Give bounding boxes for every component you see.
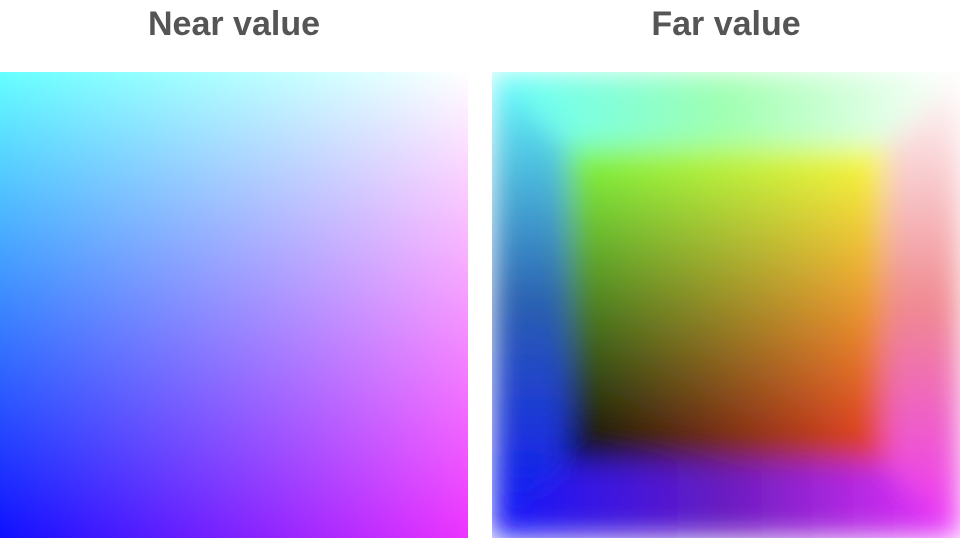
far-value-gradient: [492, 72, 960, 538]
near-value-panel: [0, 72, 468, 538]
near-value-title: Near value: [148, 5, 320, 43]
far-value-title: Far value: [651, 5, 801, 43]
far-value-panel: [492, 72, 960, 538]
near-value-gradient: [0, 72, 468, 538]
